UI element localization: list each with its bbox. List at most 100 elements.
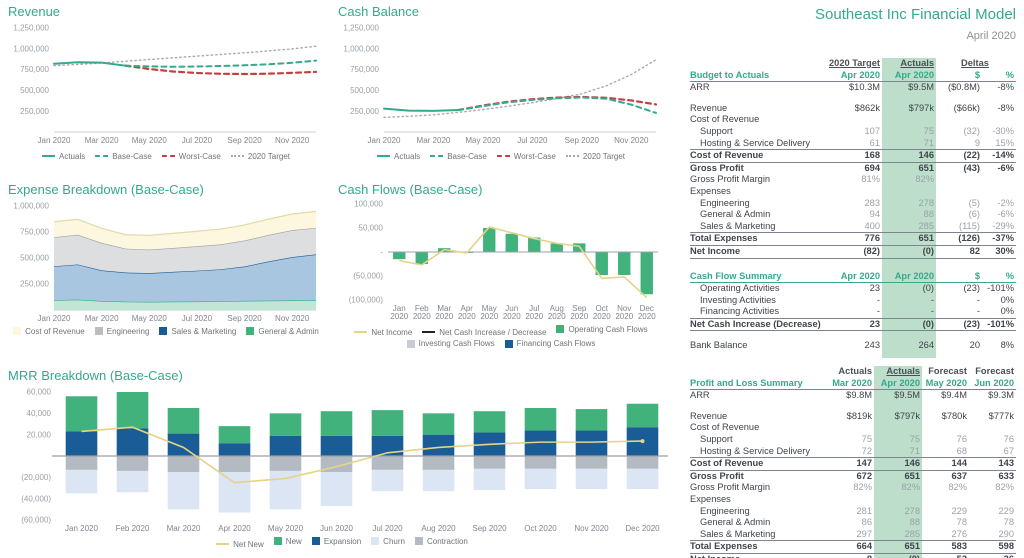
row-value: 276 xyxy=(951,528,967,539)
row-label: Net Income xyxy=(690,245,826,259)
revenue-chart: Revenue 1,250,000 1,000,000 750,000 500,000… xyxy=(8,4,324,162)
row-value: 283 xyxy=(864,197,880,208)
table-row: Revenue $862k $797k ($66k) -8% xyxy=(690,103,1016,115)
chart-title: Cash Flows (Base-Case) xyxy=(338,182,483,197)
svg-text:250,000: 250,000 xyxy=(350,107,379,116)
legend-swatch xyxy=(13,327,22,335)
row-value xyxy=(826,114,882,126)
row-value: -30% xyxy=(992,125,1014,136)
row-value: 78 xyxy=(956,517,967,528)
row-value: -2% xyxy=(997,197,1014,208)
row-value: $777k xyxy=(988,410,1014,421)
row-value: 20 xyxy=(969,340,980,351)
row-label: Cost of Revenue xyxy=(690,114,760,125)
svg-text:-: - xyxy=(380,248,383,257)
svg-text:1,250,000: 1,250,000 xyxy=(13,24,49,33)
row-value: (0) xyxy=(882,317,936,332)
chart-plot: 60,000 40,000 20,000 (20,000) (40,000) (60,00… xyxy=(8,384,676,534)
svg-text:Aug: Aug xyxy=(550,304,564,313)
row-label: Sales & Marketing xyxy=(700,528,776,539)
svg-text:Sep: Sep xyxy=(572,304,587,313)
svg-text:750,000: 750,000 xyxy=(20,65,49,74)
table-row: Sales & Marketing 297 285 276 290 xyxy=(690,529,1016,541)
legend-swatch xyxy=(496,155,510,157)
svg-text:(50,000): (50,000) xyxy=(353,272,383,281)
svg-text:(100,000): (100,000) xyxy=(349,296,384,305)
row-label: Cost of Revenue xyxy=(690,422,760,433)
row-value: 76 xyxy=(1003,434,1014,445)
row-value: 651 xyxy=(918,162,934,173)
legend-swatch xyxy=(273,537,282,545)
legend-swatch xyxy=(246,327,255,335)
table-row: Net Cash Increase (Decrease) 23 (0) (23) -10… xyxy=(690,317,1016,332)
row-value: 278 xyxy=(904,505,920,516)
svg-text:1,250,000: 1,250,000 xyxy=(343,24,379,33)
row-value: (0) xyxy=(922,283,934,294)
cash-flows-chart: Cash Flows (Base-Case) 100,000 50,000 - (50… xyxy=(338,182,664,349)
row-value: - xyxy=(976,306,980,317)
legend-label: Sales & Marketing xyxy=(171,326,237,336)
chart-legend: Net Income Net Cash Increase / Decrease Op… xyxy=(341,323,661,349)
svg-text:100,000: 100,000 xyxy=(354,200,383,209)
row-value: 82% xyxy=(915,174,934,185)
row-value: 229 xyxy=(951,505,967,516)
column-header: $ xyxy=(936,69,982,83)
column-header: % xyxy=(982,69,1016,83)
row-value: 71 xyxy=(923,137,934,148)
legend-swatch xyxy=(41,155,55,157)
legend-swatch xyxy=(216,543,230,545)
row-value: - xyxy=(930,306,934,317)
legend-swatch xyxy=(161,155,175,157)
svg-text:Sep 2020: Sep 2020 xyxy=(472,524,507,533)
svg-text:Nov 2020: Nov 2020 xyxy=(275,136,310,145)
row-value: 15% xyxy=(995,137,1014,148)
legend-item: Churn xyxy=(371,536,405,547)
row-value: 82% xyxy=(948,482,967,493)
column-header: Deltas xyxy=(961,58,989,68)
row-value: 72 xyxy=(861,445,872,456)
table-row: Support 75 75 76 76 xyxy=(690,434,1016,446)
column-header: Apr 2020 xyxy=(882,270,936,284)
svg-text:(40,000): (40,000) xyxy=(21,494,51,503)
row-value: 0% xyxy=(1000,306,1014,317)
row-value: 146 xyxy=(874,457,922,471)
svg-text:(20,000): (20,000) xyxy=(21,473,51,482)
legend-item: Worst-Case xyxy=(496,151,556,162)
row-label: Revenue xyxy=(690,102,728,113)
svg-text:Mar: Mar xyxy=(437,304,451,313)
row-value: ($0.8M) xyxy=(947,82,980,93)
table-row: Expenses xyxy=(690,186,1016,198)
row-value: (126) xyxy=(936,232,982,246)
row-value: 88 xyxy=(909,517,920,528)
legend-item: Base-Case xyxy=(95,151,152,162)
row-value: 86 xyxy=(861,517,872,528)
svg-text:50,000: 50,000 xyxy=(359,224,384,233)
svg-text:Jul 2020: Jul 2020 xyxy=(372,524,403,533)
row-value: 82% xyxy=(853,482,872,493)
row-label: Cost of Revenue xyxy=(690,149,826,163)
table-row: Gross Profit 672 651 637 633 xyxy=(690,470,1016,482)
legend-swatch xyxy=(95,155,109,157)
row-value: 68 xyxy=(956,445,967,456)
legend-label: 2020 Target xyxy=(582,151,625,161)
row-value xyxy=(936,186,982,198)
row-value: 0% xyxy=(1000,294,1014,305)
row-value: -29% xyxy=(992,220,1014,231)
svg-text:May: May xyxy=(482,304,497,313)
row-value: 30% xyxy=(982,245,1016,259)
svg-text:2020: 2020 xyxy=(525,312,543,321)
row-label: Net Cash Increase (Decrease) xyxy=(690,317,826,332)
column-header: Apr 2020 xyxy=(882,69,936,83)
row-value: 8 xyxy=(826,553,874,558)
table-row: Total Expenses 664 651 583 598 xyxy=(690,540,1016,554)
svg-text:750,000: 750,000 xyxy=(20,228,49,237)
table-row: Cost of Revenue 147 146 144 143 xyxy=(690,457,1016,471)
svg-text:Nov 2020: Nov 2020 xyxy=(614,136,649,145)
table-row: Total Expenses 776 651 (126) -37% xyxy=(690,232,1016,246)
svg-text:Jul 2020: Jul 2020 xyxy=(182,314,213,323)
legend-swatch xyxy=(430,155,444,157)
chart-legend: Net New New Expansion Churn Contraction xyxy=(8,535,676,550)
svg-text:Jul: Jul xyxy=(529,304,539,313)
svg-text:Oct 2020: Oct 2020 xyxy=(524,524,557,533)
legend-swatch xyxy=(159,327,168,335)
